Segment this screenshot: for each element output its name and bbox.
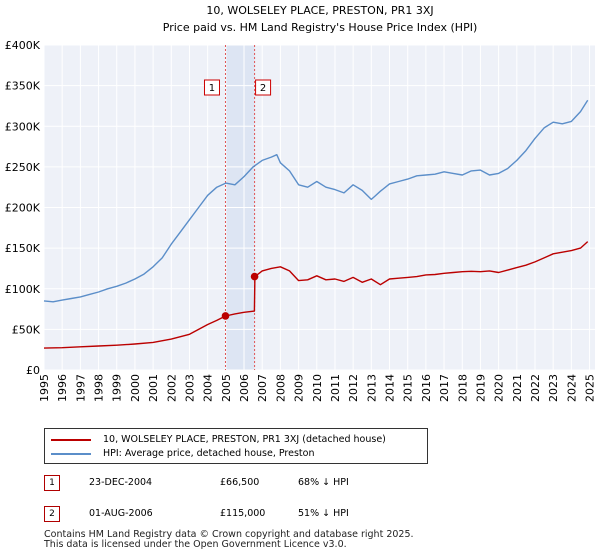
price-chart: 10, WOLSELEY PLACE, PRESTON, PR1 3XJ Pri… (5, 4, 597, 402)
x-tick-label: 1996 (56, 374, 69, 402)
x-tick-label: 2006 (238, 374, 251, 402)
sale-point (221, 312, 230, 320)
transaction-badge: 2 (44, 506, 60, 522)
transaction-row: 1 23-DEC-2004 £66,500 68% ↓ HPI (44, 475, 444, 491)
chart-subtitle: Price paid vs. HM Land Registry's House … (163, 21, 478, 34)
x-tick-label: 2012 (347, 374, 360, 402)
x-tick-label: 2018 (456, 374, 469, 402)
transaction-badge: 1 (44, 475, 60, 491)
x-tick-label: 2003 (183, 374, 196, 402)
x-tick-label: 2008 (274, 374, 287, 402)
y-tick-label: £200K (5, 202, 41, 215)
y-tick-label: £150K (5, 242, 41, 255)
sale-marker-box (255, 79, 272, 96)
transaction-date: 01-AUG-2006 (89, 508, 153, 519)
y-tick-label: £100K (5, 283, 41, 296)
transaction-price: £115,000 (220, 508, 266, 519)
x-tick-label: 2011 (329, 374, 342, 402)
footer: Contains HM Land Registry data © Crown c… (44, 530, 414, 550)
transaction-hpi-diff: 51% ↓ HPI (298, 508, 349, 519)
x-tick-label: 2017 (438, 374, 451, 402)
x-tick-label: 2024 (565, 374, 578, 402)
y-tick-label: £50K (12, 323, 41, 336)
y-tick-label: £0 (26, 364, 40, 377)
x-tick-label: 2009 (293, 374, 306, 402)
sale-marker-box (203, 79, 220, 96)
sale-marker-label: 2 (260, 83, 266, 94)
x-tick-label: 2021 (511, 374, 524, 402)
legend-item-hpi: HPI: Average price, detached house, Pres… (51, 448, 314, 459)
transaction-date: 23-DEC-2004 (89, 477, 153, 488)
x-tick-label: 2023 (547, 374, 560, 402)
property-line-swatch (51, 438, 91, 441)
chart-title: 10, WOLSELEY PLACE, PRESTON, PR1 3XJ (206, 4, 433, 17)
legend-hpi-label: HPI: Average price, detached house, Pres… (103, 448, 315, 459)
x-tick-label: 2016 (420, 374, 433, 402)
y-tick-label: £300K (5, 120, 41, 133)
x-tick-label: 2019 (474, 374, 487, 402)
y-tick-label: £350K (5, 80, 41, 93)
legend-item-property: 10, WOLSELEY PLACE, PRESTON, PR1 3XJ (de… (51, 434, 386, 445)
sale-point (250, 272, 259, 281)
footer-copyright: Contains HM Land Registry data © Crown c… (44, 529, 414, 540)
x-tick-label: 1999 (111, 374, 124, 402)
x-tick-label: 2020 (493, 374, 506, 402)
x-tick-label: 2007 (256, 374, 269, 402)
transaction-row: 2 01-AUG-2006 £115,000 51% ↓ HPI (44, 506, 444, 522)
x-tick-label: 2025 (584, 374, 597, 402)
x-tick-label: 2014 (384, 374, 397, 402)
x-tick-label: 2000 (129, 374, 142, 402)
x-tick-label: 1998 (93, 374, 106, 402)
transaction-hpi-diff: 68% ↓ HPI (298, 477, 349, 488)
y-tick-label: £400K (5, 39, 41, 52)
x-tick-label: 2001 (147, 374, 160, 402)
sale-marker-label: 1 (209, 83, 215, 94)
x-tick-label: 2013 (365, 374, 378, 402)
transaction-price: £66,500 (220, 477, 260, 488)
y-tick-label: £250K (5, 161, 41, 174)
legend: 10, WOLSELEY PLACE, PRESTON, PR1 3XJ (de… (44, 428, 428, 464)
x-tick-label: 2022 (529, 374, 542, 402)
hpi-line-swatch (51, 452, 91, 455)
x-tick-label: 1997 (74, 374, 87, 402)
series-line (43, 99, 589, 303)
x-tick-label: 2002 (165, 374, 178, 402)
footer-licence: This data is licensed under the Open Gov… (44, 539, 347, 550)
x-tick-label: 1995 (38, 374, 51, 402)
x-tick-label: 2015 (402, 374, 415, 402)
x-tick-label: 2010 (311, 374, 324, 402)
legend-property-label: 10, WOLSELEY PLACE, PRESTON, PR1 3XJ (de… (103, 434, 386, 445)
series-line (43, 241, 589, 349)
x-tick-label: 2004 (202, 374, 215, 402)
x-tick-label: 2005 (220, 374, 233, 402)
